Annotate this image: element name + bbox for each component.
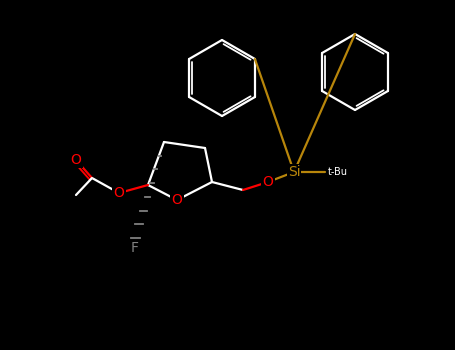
Text: O: O xyxy=(114,186,124,200)
Text: O: O xyxy=(263,175,273,189)
Text: Si: Si xyxy=(288,165,300,179)
Text: O: O xyxy=(172,193,182,207)
Text: F: F xyxy=(131,241,139,255)
Text: t-Bu: t-Bu xyxy=(328,167,348,177)
Text: O: O xyxy=(71,153,81,167)
